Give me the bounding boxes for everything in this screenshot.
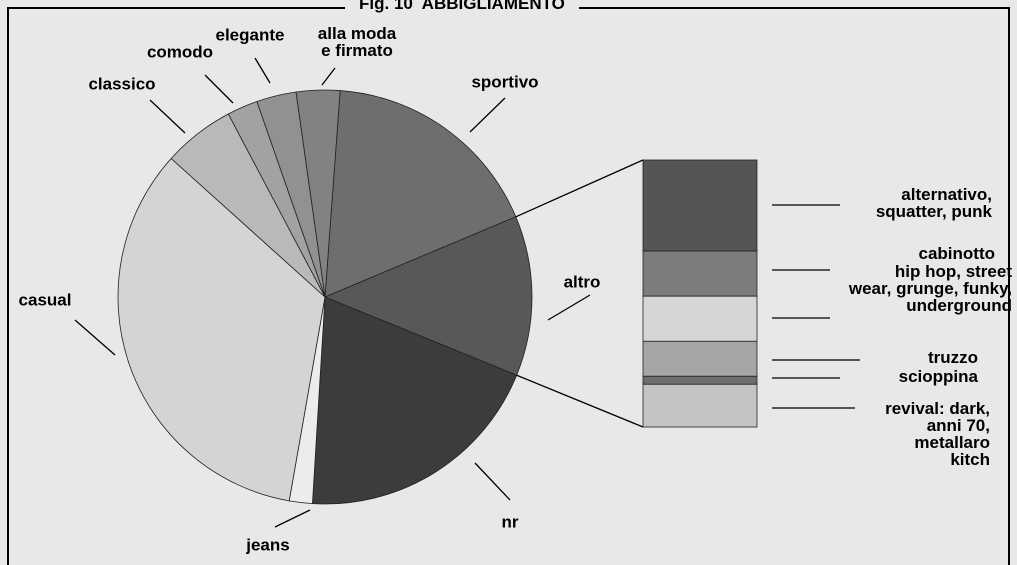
chart-title: Fig. 10 ABBIGLIAMENTO — [345, 0, 579, 14]
label: comodo — [146, 42, 214, 62]
label: truzzo — [927, 348, 978, 367]
pie-slice — [323, 216, 533, 376]
label: casual — [18, 290, 72, 310]
leader-line — [204, 74, 234, 104]
bar-segment — [642, 250, 758, 297]
pie-slice — [117, 157, 326, 502]
bar-segment — [642, 159, 758, 252]
label: alternativo, squatter, punk — [875, 185, 992, 221]
leader-line — [74, 319, 116, 356]
bar-segment — [642, 295, 758, 342]
label: revival: dark, anni 70, metallaro kitch — [885, 399, 990, 469]
label: classico — [88, 74, 156, 94]
pie-slice — [324, 90, 517, 298]
bar-segment — [642, 340, 758, 377]
bar-segment — [642, 375, 758, 385]
label: elegante — [215, 25, 285, 45]
leader-line — [516, 374, 644, 428]
label: altro — [563, 272, 601, 292]
leader-line — [254, 57, 271, 84]
label: cabinotto — [918, 244, 996, 263]
leader-line — [515, 159, 644, 218]
label: hip hop, street wear, grunge, funky, und… — [848, 262, 1012, 315]
bar-segment — [642, 383, 758, 428]
label: alla moda e firmato — [317, 24, 397, 60]
leader-line — [547, 294, 591, 321]
leader-line — [149, 99, 186, 134]
leader-line — [321, 67, 336, 86]
leader-line — [474, 462, 511, 501]
leader-line — [274, 509, 311, 528]
pie-slice — [295, 89, 341, 298]
leader-line — [469, 97, 506, 133]
label: scioppina — [898, 367, 978, 386]
pie-slice — [312, 296, 518, 505]
label: nr — [501, 512, 519, 532]
label: jeans — [246, 535, 290, 555]
label: sportivo — [471, 72, 539, 92]
